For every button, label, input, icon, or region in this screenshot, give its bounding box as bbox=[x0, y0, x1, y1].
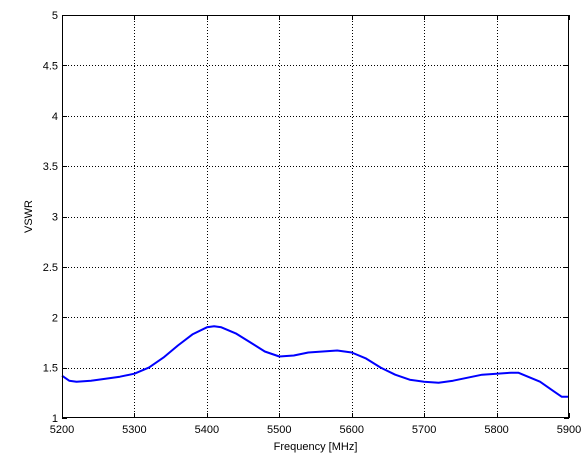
x-tick-label: 5700 bbox=[412, 424, 436, 436]
plot-area bbox=[62, 15, 569, 418]
x-tick-label: 5400 bbox=[195, 424, 219, 436]
y-axis-label: VSWR bbox=[23, 200, 35, 233]
y-tick-label: 1.5 bbox=[43, 363, 58, 375]
x-tick-label: 5300 bbox=[122, 424, 146, 436]
series-layer bbox=[61, 325, 569, 398]
plot-frame bbox=[62, 15, 569, 418]
y-tick-label: 2.5 bbox=[43, 262, 58, 274]
y-tick-label: 4.5 bbox=[43, 60, 58, 72]
y-tick-label: 4 bbox=[52, 111, 58, 123]
x-tick-label: 5800 bbox=[484, 424, 508, 436]
y-tick-label: 5 bbox=[52, 10, 58, 22]
tick-labels: 5200 5300 5400 5500 5600 5700 5800 5900 1 1.5 2 2.5… bbox=[43, 10, 582, 436]
y-tick-label: 3 bbox=[52, 212, 58, 224]
x-tick-label: 5900 bbox=[557, 424, 581, 436]
x-axis-label: Frequency [MHz] bbox=[274, 441, 358, 453]
vswr-series-line bbox=[61, 325, 569, 398]
x-tick-label: 5200 bbox=[50, 424, 74, 436]
y-tick-label: 3.5 bbox=[43, 161, 58, 173]
x-tick-label: 5500 bbox=[267, 424, 291, 436]
x-tick-label: 5600 bbox=[339, 424, 363, 436]
y-tick-label: 1 bbox=[52, 413, 58, 425]
y-tick-label: 2 bbox=[52, 312, 58, 324]
